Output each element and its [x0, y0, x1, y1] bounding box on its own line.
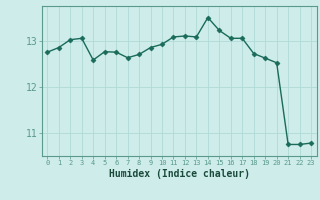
X-axis label: Humidex (Indice chaleur): Humidex (Indice chaleur) — [109, 169, 250, 179]
